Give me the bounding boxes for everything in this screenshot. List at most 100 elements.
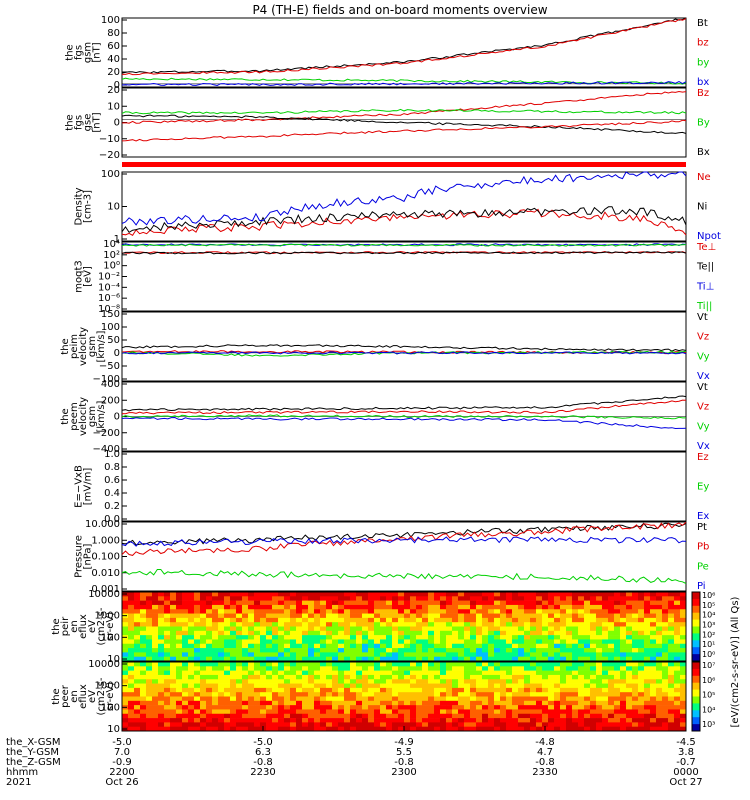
heatmap-cell [584,722,591,727]
heatmap-cell [278,630,285,636]
heatmap-cell [662,596,669,601]
heatmap-cell [344,630,351,636]
heatmap-cell [494,656,501,662]
heatmap-cell [266,622,273,627]
heatmap-cell [650,600,657,606]
heatmap-cell [632,635,639,640]
heatmap-cell [152,643,159,649]
heatmap-cell [242,604,249,610]
heatmap-cell [500,705,507,710]
heatmap-cell [602,648,609,653]
heatmap-cell [302,652,309,657]
heatmap-cell [272,726,279,732]
heatmap-cell [398,666,405,671]
colorbar-cell [692,724,700,732]
y-tick-label: 1.0 [104,449,120,460]
heatmap-cell [452,679,459,684]
heatmap-cell [416,692,423,697]
heatmap-cell [446,609,453,614]
heatmap-cell [566,613,573,619]
heatmap-cell [506,626,513,632]
heatmap-cell [338,600,345,606]
heatmap-cell [518,639,525,645]
heatmap-cell [314,679,321,684]
x-row-label: the_Y-GSM [6,747,59,758]
legend-label: Vt [697,312,708,323]
heatmap-cell [566,687,573,693]
heatmap-cell [344,666,351,671]
heatmap-cell [662,692,669,697]
heatmap-cell [644,617,651,623]
heatmap-cell [164,630,171,636]
heatmap-cell [584,718,591,723]
heatmap-cell [296,705,303,710]
heatmap-cell [440,726,447,732]
heatmap-cell [218,713,225,719]
heatmap-cell [320,670,327,676]
heatmap-cell [152,705,159,710]
heatmap-cell [530,652,537,657]
heatmap-cell [170,696,177,702]
heatmap-cell [308,709,315,715]
heatmap-cell [206,683,213,689]
heatmap-cell [212,674,219,680]
heatmap-cell [596,687,603,693]
heatmap-cell [206,692,213,697]
heatmap-cell [290,613,297,619]
heatmap-cell [440,683,447,689]
heatmap-cell [572,679,579,684]
heatmap-cell [368,692,375,697]
heatmap-cell [578,709,585,715]
heatmap-cell [614,679,621,684]
heatmap-cell [392,592,399,597]
heatmap-cell [578,600,585,606]
heatmap-cell [332,713,339,719]
heatmap-cell [494,670,501,676]
heatmap-cell [434,643,441,649]
heatmap-cell [518,592,525,597]
heatmap-cell [308,630,315,636]
heatmap-cell [512,604,519,610]
heatmap-cell [650,643,657,649]
heatmap-cell [674,639,681,645]
heatmap-cell [242,592,249,597]
series-line-by [121,77,687,85]
heatmap-cell [308,700,315,706]
heatmap-cell [404,643,411,649]
heatmap-cell [500,709,507,715]
heatmap-cell [146,652,153,657]
heatmap-cell [278,696,285,702]
heatmap-cell [548,705,555,710]
heatmap-cell [176,700,183,706]
heatmap-cell [590,656,597,662]
heatmap-cell [626,648,633,653]
heatmap-cell [416,709,423,715]
heatmap-cell [446,696,453,702]
heatmap-cell [146,643,153,649]
heatmap-cell [602,709,609,715]
heatmap-cell [158,656,165,662]
x-time-label: 2330 [532,767,557,778]
colorbar-peer-tick: 10³ [702,720,715,729]
heatmap-cell [350,613,357,619]
heatmap-cell [338,666,345,671]
y-tick-label: 10⁻⁴ [98,282,120,293]
heatmap-cell [422,622,429,627]
heatmap-cell [614,622,621,627]
heatmap-cell [374,613,381,619]
heatmap-cell [356,652,363,657]
heatmap-cell [482,687,489,693]
heatmap-cell [632,652,639,657]
legend-label: Ex [697,511,709,522]
heatmap-cell [224,622,231,627]
heatmap-cell [530,666,537,671]
heatmap-cell [554,639,561,645]
heatmap-cell [290,705,297,710]
heatmap-cell [320,722,327,727]
heatmap-cell [512,718,519,723]
heatmap-cell [590,683,597,689]
heatmap-cell [146,679,153,684]
heatmap-cell [272,639,279,645]
heatmap-cell [668,700,675,706]
heatmap-cell [164,617,171,623]
